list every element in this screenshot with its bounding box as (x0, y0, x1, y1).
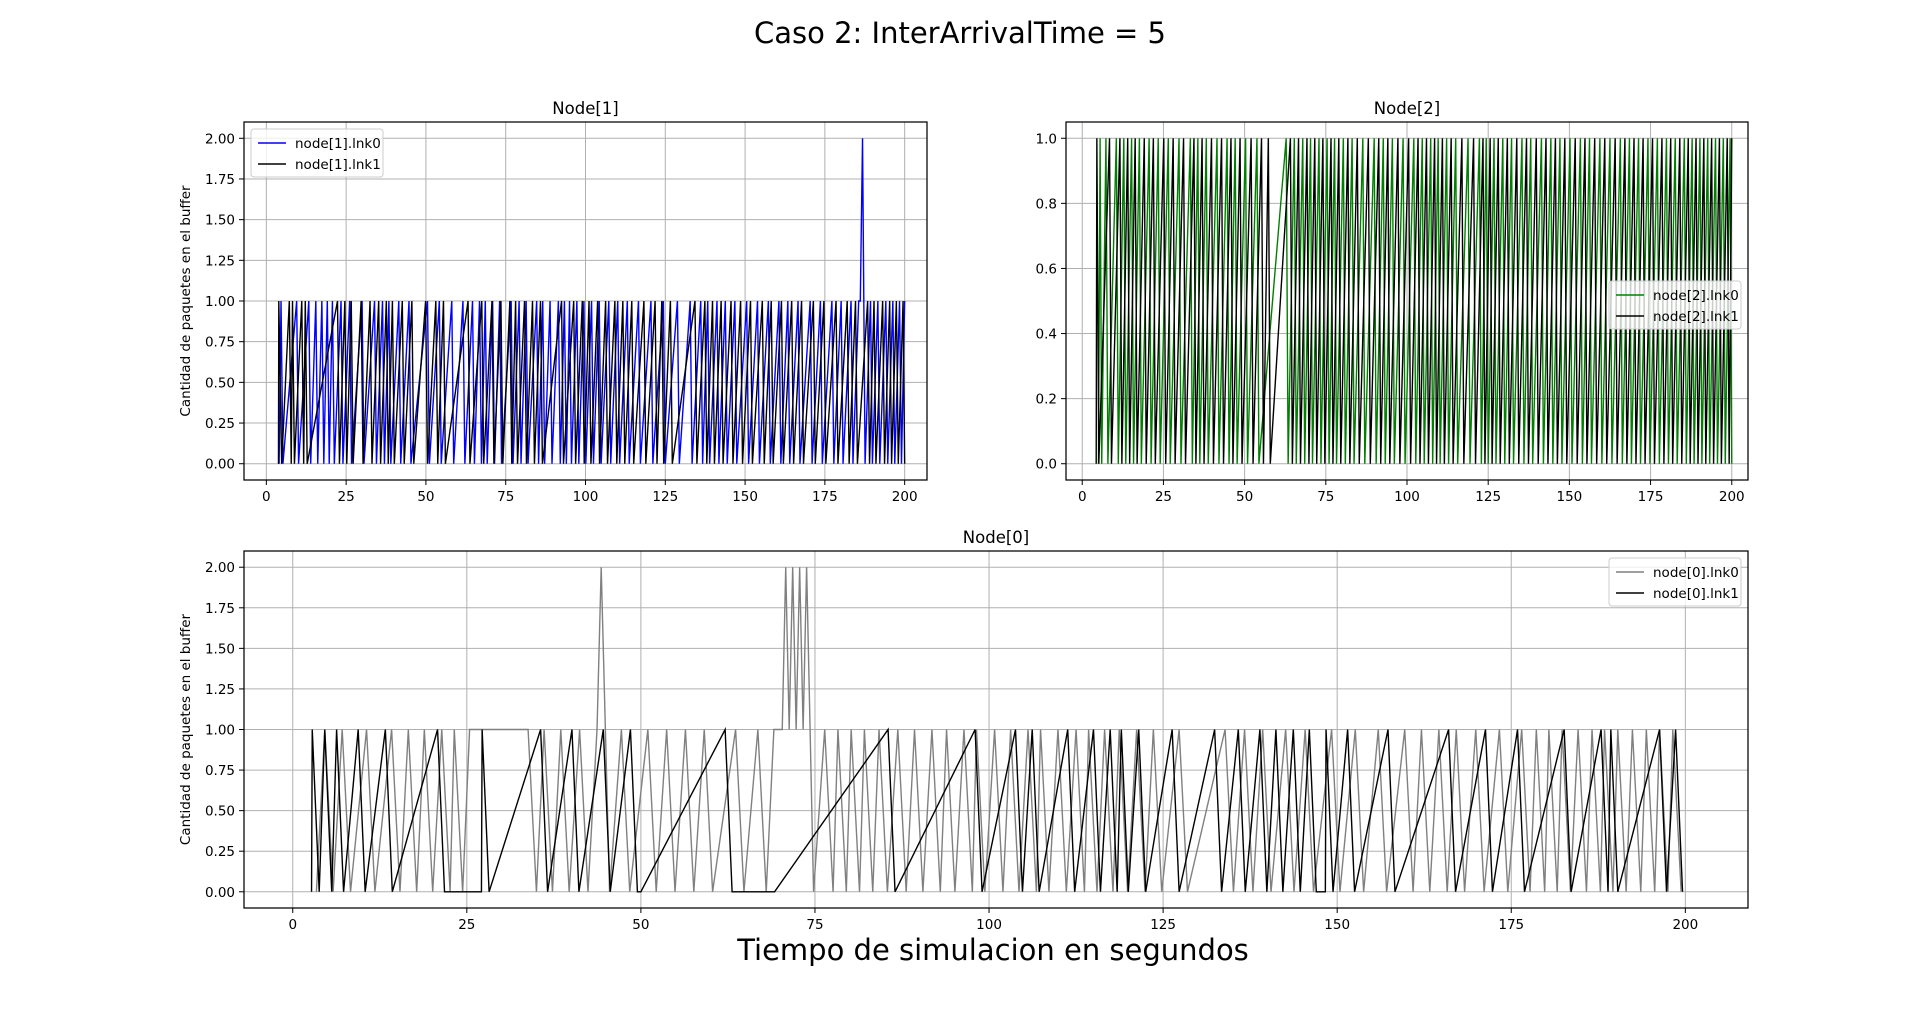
x-tick-label: 150 (1324, 917, 1350, 933)
x-tick-label: 150 (1556, 489, 1582, 505)
subplot-title: Node[2] (1374, 99, 1440, 118)
x-tick-label: 125 (652, 489, 678, 505)
legend-box (1608, 280, 1742, 330)
y-tick-label: 1.0 (1036, 131, 1057, 147)
y-tick-label: 0.50 (205, 804, 235, 820)
legend: node[1].lnk0 node[1].lnk1 (250, 128, 384, 178)
subplot-node1: Node[1] Cantidad de paquetes en el buffer… (178, 99, 928, 505)
series-line-node-0--lnk0 (315, 567, 1682, 892)
y-tick-label: 1.25 (205, 682, 235, 698)
x-tick-label: 50 (417, 489, 434, 505)
y-tick-label: 0.8 (1036, 196, 1057, 212)
x-tick-label: 175 (1638, 489, 1664, 505)
legend-entry: node[1].lnk1 (295, 157, 381, 173)
axes-frame (1065, 121, 1749, 481)
y-tick-label: 2.00 (205, 131, 235, 147)
figure-xlabel: Tiempo de simulacion en segundos (736, 933, 1249, 967)
x-tick-label: 75 (497, 489, 514, 505)
y-axis-label: Cantidad de paquetes en el buffer (178, 613, 194, 845)
x-tick-label: 100 (1394, 489, 1420, 505)
series-line-node-1--lnk0 (278, 138, 906, 464)
x-tick-label: 175 (812, 489, 838, 505)
y-tick-label: 0.6 (1036, 261, 1057, 277)
x-tick-label: 25 (338, 489, 355, 505)
x-tick-label: 200 (1719, 489, 1745, 505)
x-tick-label: 25 (1155, 489, 1172, 505)
subplot-title: Node[0] (963, 528, 1029, 547)
y-tick-label: 1.25 (205, 253, 235, 269)
x-tick-label: 0 (262, 489, 271, 505)
legend-entry: node[0].lnk0 (1653, 565, 1739, 581)
y-tick-label: 0.50 (205, 375, 235, 391)
x-tick-label: 25 (458, 917, 475, 933)
x-tick-label: 200 (892, 489, 918, 505)
legend-entry: node[2].lnk1 (1653, 309, 1739, 325)
x-tick-label: 125 (1150, 917, 1176, 933)
y-tick-label: 0.25 (205, 416, 235, 432)
x-tick-label: 50 (632, 917, 649, 933)
legend-entry: node[2].lnk0 (1653, 288, 1739, 304)
x-tick-label: 175 (1498, 917, 1524, 933)
y-tick-label: 1.00 (205, 294, 235, 310)
x-tick-label: 75 (1317, 489, 1334, 505)
axes-frame (243, 121, 928, 481)
y-tick-label: 0.4 (1036, 327, 1057, 343)
subplot-node2: Node[2] 0 25 50 75 100 125 150 175 200 0.0 0.2 0.4 0.… (1036, 99, 1749, 505)
subplot-title: Node[1] (552, 99, 618, 118)
x-tick-label: 100 (976, 917, 1002, 933)
y-tick-label: 0.75 (205, 763, 235, 779)
x-tick-label: 75 (806, 917, 823, 933)
legend-box (1608, 557, 1742, 607)
x-tick-label: 200 (1672, 917, 1698, 933)
y-tick-label: 1.50 (205, 213, 235, 229)
legend: node[2].lnk0 node[2].lnk1 (1608, 280, 1742, 330)
y-tick-label: 0.25 (205, 844, 235, 860)
legend-box (250, 128, 384, 178)
series-line-node-0--lnk1 (310, 726, 1684, 893)
y-tick-label: 0.00 (205, 885, 235, 901)
y-tick-label: 0.00 (205, 457, 235, 473)
figure-title: Caso 2: InterArrivalTime = 5 (754, 16, 1166, 50)
y-tick-label: 0.0 (1036, 457, 1057, 473)
series-line-node-2--lnk1 (1095, 138, 1733, 464)
y-tick-label: 1.75 (205, 601, 235, 617)
x-tick-label: 0 (288, 917, 297, 933)
x-tick-label: 125 (1475, 489, 1501, 505)
y-tick-label: 0.75 (205, 335, 235, 351)
axes-frame (243, 550, 1749, 909)
legend: node[0].lnk0 node[0].lnk1 (1608, 557, 1742, 607)
y-axis-label: Cantidad de paquetes en el buffer (178, 185, 194, 417)
x-tick-label: 100 (573, 489, 599, 505)
x-tick-label: 150 (732, 489, 758, 505)
subplot-node0: Node[0] Cantidad de paquetes en el buffer… (178, 528, 1749, 933)
y-tick-label: 1.75 (205, 172, 235, 188)
y-tick-label: 0.2 (1036, 392, 1057, 408)
series-line-node-2--lnk0 (1097, 138, 1733, 464)
y-tick-label: 2.00 (205, 560, 235, 576)
legend-entry: node[1].lnk0 (295, 136, 381, 152)
series-line-node-1--lnk1 (277, 300, 906, 464)
x-tick-label: 0 (1078, 489, 1087, 505)
x-tick-label: 50 (1236, 489, 1253, 505)
y-tick-label: 1.00 (205, 723, 235, 739)
y-tick-label: 1.50 (205, 641, 235, 657)
legend-entry: node[0].lnk1 (1653, 586, 1739, 602)
